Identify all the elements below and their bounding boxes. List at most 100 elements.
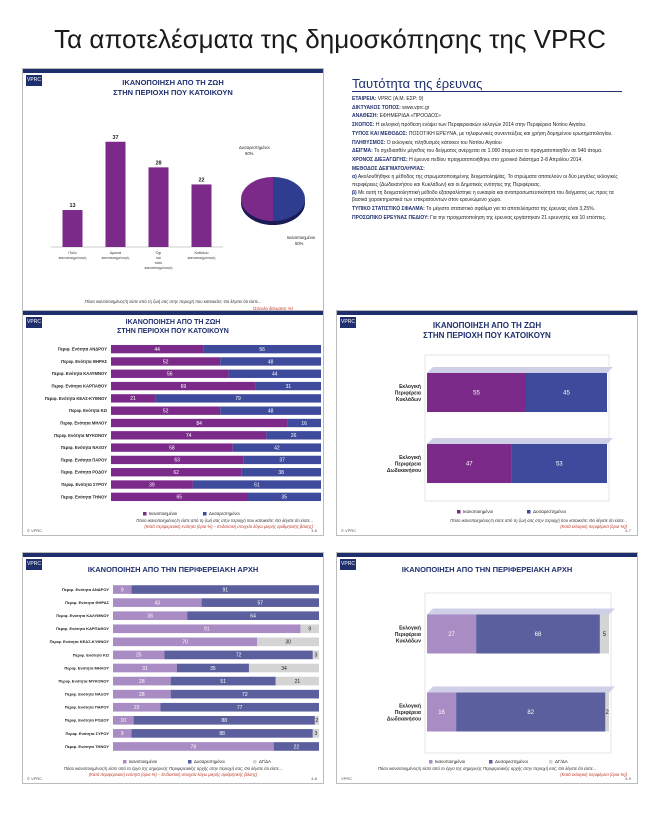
bar-segment bbox=[511, 443, 607, 484]
data-label: 56 bbox=[259, 347, 265, 353]
bar-segment bbox=[111, 344, 204, 354]
data-label: 31 bbox=[286, 384, 292, 390]
pie-slice bbox=[241, 177, 273, 221]
data-label: 34 bbox=[281, 666, 287, 672]
bar-segment bbox=[287, 418, 321, 428]
category-label: Περιφ. Ενότητα ΑΝΔΡΟΥ bbox=[62, 587, 109, 592]
bar-segment bbox=[160, 702, 319, 712]
bar-segment bbox=[113, 598, 202, 607]
data-label: 42 bbox=[274, 445, 280, 451]
data-label: 47 bbox=[466, 462, 473, 468]
category-label: Περιφέρεια bbox=[395, 390, 422, 396]
bar-segment bbox=[456, 692, 606, 732]
data-label: 35 bbox=[210, 666, 216, 672]
data-label: 22 bbox=[198, 177, 204, 183]
data-label: 9 bbox=[308, 627, 311, 633]
identity-value: Για την πραγματοποίηση της έρευνας εργάσ… bbox=[428, 214, 607, 221]
tick-label: Καθόλου bbox=[194, 251, 208, 255]
bar-segment bbox=[155, 394, 321, 403]
data-label: 13 bbox=[69, 203, 75, 209]
identity-value: Η εκλογική πρόθεση ενόψει των Περιφερεια… bbox=[374, 122, 587, 129]
bar-segment bbox=[113, 611, 188, 621]
identity-value: ΕΦΗΜΕΡΙΔΑ «ΠΡΟΟΔΟΣ» bbox=[378, 113, 441, 120]
bar-segment bbox=[176, 663, 249, 673]
slide-note: (Κατά περιφερειακή ενότητα (όρια %) – Εν… bbox=[144, 524, 313, 529]
bar-segment bbox=[314, 715, 319, 725]
bar-segment bbox=[111, 381, 256, 391]
data-label: 61 bbox=[254, 482, 260, 488]
bar bbox=[148, 167, 169, 247]
data-label: 9 bbox=[121, 587, 124, 593]
data-label: 16 bbox=[438, 710, 445, 716]
slide-footer-left: VPRC bbox=[341, 776, 353, 781]
legend-swatch bbox=[203, 512, 207, 516]
bar-segment bbox=[201, 598, 319, 607]
vprc-logo: VPRC bbox=[340, 559, 356, 570]
bar-segment bbox=[273, 742, 319, 751]
category-label: Δωδεκανήσου bbox=[387, 716, 421, 722]
bar-segment bbox=[605, 692, 609, 732]
bar-segment bbox=[192, 480, 321, 489]
bar-segment bbox=[111, 443, 233, 452]
data-label: 51 bbox=[220, 679, 226, 685]
bar-segment bbox=[113, 702, 161, 712]
data-label: 28 bbox=[139, 679, 145, 685]
tick-label: τόσο bbox=[155, 261, 163, 265]
slide-note: (Κατά εκλογική περιφέρεια (όρια %)) bbox=[560, 524, 627, 529]
identity-key: β) bbox=[352, 190, 357, 197]
legend-swatch bbox=[253, 760, 257, 764]
category-label: Εκλογική bbox=[399, 384, 421, 390]
bar-top-face bbox=[427, 366, 613, 373]
pie-label: Δυσαρεστημένοι bbox=[239, 145, 270, 150]
identity-key: ΧΡΟΝΟΣ ΔΙΕΞΑΓΩΓΗΣ: bbox=[352, 156, 408, 163]
slide-note: (Κατά εκλογική περιφέρεια (όρια %)) bbox=[560, 772, 627, 777]
identity-value: ΠΟΣΟΤΙΚΗ ΕΡΕΥΝΑ, με τηλεφωνικές συνεντεύ… bbox=[407, 130, 613, 137]
bar-segment bbox=[203, 344, 321, 354]
bar-segment bbox=[312, 729, 319, 738]
slide-footer-right: 4-8 bbox=[311, 776, 317, 781]
data-label: 84 bbox=[196, 421, 202, 427]
data-label: 31 bbox=[142, 666, 148, 672]
data-label: 37 bbox=[112, 135, 118, 141]
bar-segment bbox=[526, 372, 607, 413]
category-label: Περιφ. Ενότητα ΚΕΑΣ-ΚΥΘΝΟΥ bbox=[45, 396, 107, 401]
bar-segment bbox=[111, 357, 221, 366]
bar-segment bbox=[427, 372, 526, 413]
vprc-logo: VPRC bbox=[340, 317, 356, 328]
identity-value: Το σχεδιασθέν μέγεθος του δείγματος ανέρ… bbox=[372, 148, 603, 155]
data-label: 63 bbox=[174, 458, 180, 464]
category-label: Περιφ. Ενότητα ΚΑΛΥΜΝΟΥ bbox=[52, 371, 107, 376]
tick-label: Όχι bbox=[155, 251, 162, 255]
bar-segment bbox=[113, 585, 132, 594]
data-label: 9 bbox=[121, 731, 124, 737]
bar-segment bbox=[275, 676, 319, 686]
data-label: 28 bbox=[139, 692, 145, 698]
category-label: Περιφ. Ενότητα ΝΑΞΟΥ bbox=[61, 445, 107, 450]
slide-footer-left: © VPRC bbox=[341, 528, 357, 533]
legend-label: Δυσαρεστημένοι bbox=[209, 511, 240, 516]
slide-footnote: Πόσο ικανοποιημένος/η είστε από το έργο … bbox=[377, 766, 597, 771]
identity-row: ΤΥΠΙΚΟ ΣΤΑΤΙΣΤΙΚΟ ΣΦΑΛΜΑ: Το μέγιστο στα… bbox=[352, 206, 627, 213]
legend-swatch bbox=[143, 512, 147, 516]
legend-label: ΔΓ/ΔΑ bbox=[555, 759, 568, 764]
bar-segment bbox=[111, 394, 156, 403]
slide-footer-right: 4-6 bbox=[311, 528, 317, 533]
legend-swatch bbox=[489, 760, 493, 764]
category-label: Περιφ. Ενότητα ΚΕΑΣ-ΚΥΘΝΟΥ bbox=[50, 639, 110, 644]
category-label: Εκλογική bbox=[399, 703, 421, 709]
data-label: 30 bbox=[285, 640, 291, 646]
data-label: 69 bbox=[181, 384, 187, 390]
bar-segment bbox=[476, 614, 600, 654]
vprc-logo: VPRC bbox=[26, 559, 42, 570]
bar-segment bbox=[111, 418, 288, 428]
bar-segment bbox=[113, 676, 171, 686]
data-label: 39 bbox=[149, 482, 155, 488]
legend-swatch bbox=[188, 760, 192, 764]
tick-label: Πολύ bbox=[68, 251, 76, 255]
data-label: 5 bbox=[603, 632, 607, 638]
slide-life-satisfaction-total: VPRC ΙΚΑΝΟΠΟΙΗΣΗ ΑΠΟ ΤΗ ΖΩΗ ΣΤΗΝ ΠΕΡΙΟΧΗ… bbox=[22, 68, 324, 326]
tick-label: και bbox=[156, 256, 161, 260]
legend-label: Δυσαρεστημένοι bbox=[495, 758, 528, 764]
data-label: 48 bbox=[268, 359, 274, 365]
identity-row: ΔΙΚΤΥΑΚΟΣ ΤΟΠΟΣ: www.vprc.gr bbox=[352, 105, 627, 112]
